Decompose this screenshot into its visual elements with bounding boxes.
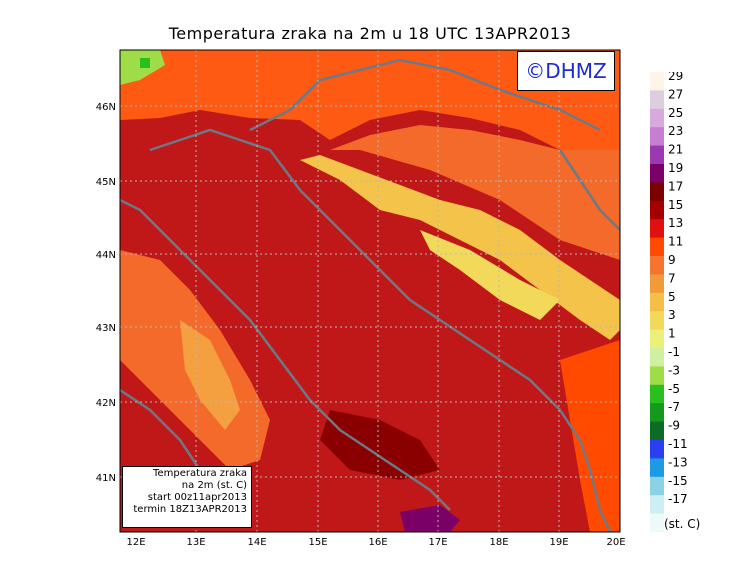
lon-label: 13E xyxy=(186,537,205,548)
info-line: Temperatura zraka xyxy=(153,468,247,479)
legend-swatch xyxy=(650,495,664,515)
legend-label: -1 xyxy=(668,345,680,359)
legend-label: 15 xyxy=(668,198,683,212)
legend-swatch xyxy=(650,348,664,367)
legend-swatch xyxy=(650,145,664,165)
legend-swatch xyxy=(650,219,664,239)
legend-swatch xyxy=(650,292,664,312)
legend-swatch xyxy=(650,403,664,423)
map-frame xyxy=(119,49,621,533)
legend-swatch xyxy=(650,90,664,110)
legend-label: 25 xyxy=(668,106,683,120)
lon-label: 20E xyxy=(606,537,625,548)
legend-label: -17 xyxy=(668,492,688,506)
temperature-field xyxy=(120,50,620,532)
legend-swatch xyxy=(650,476,664,496)
lat-label: 46N xyxy=(96,102,116,113)
latitude-labels: 46N 45N 44N 43N 42N 41N xyxy=(96,102,116,484)
map-title: Temperatura zraka na 2m u 18 UTC 13APR20… xyxy=(168,24,572,43)
lon-label: 18E xyxy=(489,537,508,548)
legend-label: -3 xyxy=(668,363,680,377)
legend-swatch xyxy=(650,311,664,331)
legend-swatch xyxy=(650,108,664,128)
legend-swatch xyxy=(650,458,664,478)
legend-label: 19 xyxy=(668,161,683,175)
legend-swatch xyxy=(650,164,664,183)
dhmz-logo: ©DHMZ xyxy=(517,51,615,91)
lat-label: 44N xyxy=(96,250,116,261)
legend-swatch xyxy=(650,329,664,349)
lon-label: 17E xyxy=(428,537,447,548)
legend-label: -5 xyxy=(668,382,680,396)
lon-label: 12E xyxy=(126,537,145,548)
legend-swatch xyxy=(650,200,664,220)
legend-label: 29 xyxy=(668,72,683,83)
legend-swatch xyxy=(650,127,664,147)
legend-label: -9 xyxy=(668,419,680,433)
legend-label: 3 xyxy=(668,308,676,322)
legend-label: -15 xyxy=(668,474,688,488)
legend-label: 1 xyxy=(668,327,676,341)
legend-swatch xyxy=(650,237,664,257)
legend-swatch xyxy=(650,384,664,404)
legend-label: 7 xyxy=(668,271,676,285)
coastlines xyxy=(120,58,620,532)
info-line: na 2m (st. C) xyxy=(181,480,247,491)
color-legend: 29 27 25 23 21 19 17 15 13 11 9 7 5 3 1 -1 -3 -5 -7 -9 -11 -1… xyxy=(650,72,700,532)
lon-label: 19E xyxy=(549,537,568,548)
lat-label: 45N xyxy=(96,177,116,188)
lon-label: 15E xyxy=(308,537,327,548)
legend-label: 21 xyxy=(668,143,683,157)
graticule xyxy=(120,50,620,532)
lon-label: 16E xyxy=(368,537,387,548)
legend-label: 17 xyxy=(668,179,683,193)
legend-label: 23 xyxy=(668,124,683,138)
lat-label: 43N xyxy=(96,323,116,334)
legend-unit: (st. C) xyxy=(664,517,700,531)
legend-label: -7 xyxy=(668,400,680,414)
legend-label: -11 xyxy=(668,437,688,451)
legend-swatch xyxy=(650,366,664,386)
legend-label: 27 xyxy=(668,87,683,101)
longitude-labels: 12E 13E 14E 15E 16E 17E 18E 19E 20E xyxy=(126,537,625,548)
legend-swatch xyxy=(650,421,664,441)
lon-label: 14E xyxy=(247,537,266,548)
legend-swatch xyxy=(650,256,664,275)
legend-label: 9 xyxy=(668,253,676,267)
legend-swatch xyxy=(650,440,664,459)
legend-label: -13 xyxy=(668,455,688,469)
legend-label: 13 xyxy=(668,216,683,230)
info-line: termin 18Z13APR2013 xyxy=(133,504,247,515)
legend-swatch xyxy=(650,274,664,294)
legend-swatches xyxy=(650,72,664,532)
lat-label: 41N xyxy=(96,473,116,484)
lat-label: 42N xyxy=(96,398,116,409)
legend-swatch xyxy=(650,513,664,532)
legend-swatch xyxy=(650,182,664,202)
legend-swatch xyxy=(650,72,664,91)
info-line: start 00z11apr2013 xyxy=(147,492,247,503)
legend-label: 11 xyxy=(668,235,683,249)
legend-label: 5 xyxy=(668,290,676,304)
info-box: Temperatura zraka na 2m (st. C) start 00… xyxy=(122,466,252,528)
legend-labels: 29 27 25 23 21 19 17 15 13 11 9 7 5 3 1 -1 -3 -5 -7 -9 -11 -1… xyxy=(668,72,688,506)
